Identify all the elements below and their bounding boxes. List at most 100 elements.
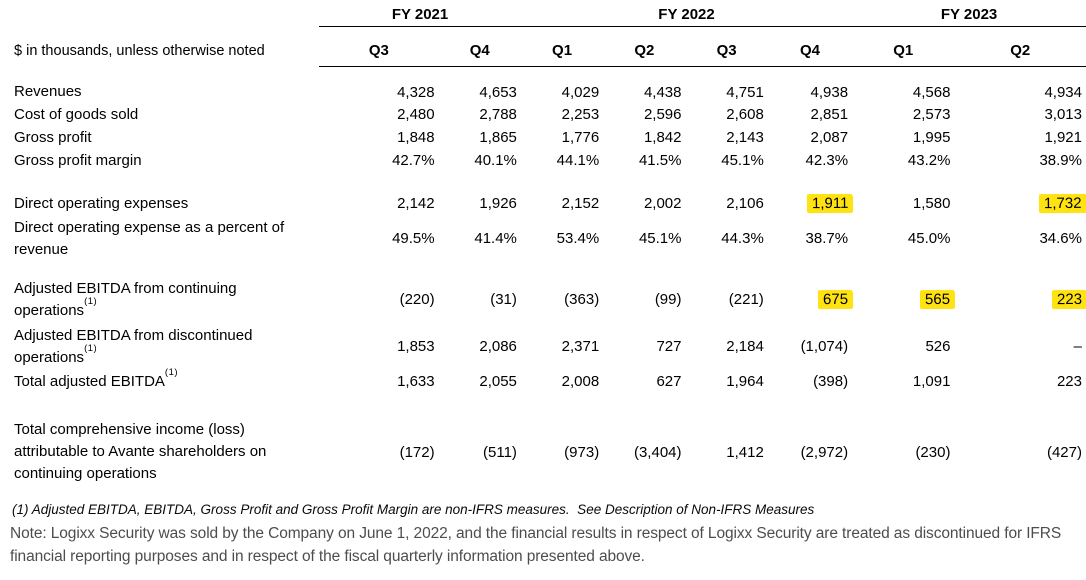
data-cell: 2,184 — [726, 338, 764, 355]
data-cell: (31) — [490, 291, 517, 308]
data-cell: 1,776 — [561, 129, 600, 146]
data-cell: (398) — [813, 373, 849, 390]
data-cell: (427) — [1046, 443, 1082, 461]
data-cell: 49.5% — [392, 230, 435, 247]
footnote-ref: (1) — [84, 342, 98, 354]
data-cell: 2,086 — [479, 338, 517, 355]
table-row: Cost of goods sold 2,480 2,788 2,253 2,596 2,… — [0, 103, 1086, 126]
footnote-1: (1) Adjusted EBITDA, EBITDA, Gross Profi… — [12, 502, 815, 517]
fy-2023-header: FY 2023 — [852, 2, 1086, 27]
data-cell: 1,633 — [397, 373, 435, 390]
data-cell: 4,029 — [561, 83, 600, 101]
row-label: Cost of goods sold — [14, 105, 139, 123]
data-cell: 42.7% — [392, 152, 435, 169]
table-row: Direct operating expense as a percent of… — [0, 215, 1086, 262]
row-label: Revenues — [14, 83, 82, 100]
data-cell: 2,851 — [810, 106, 849, 123]
data-cell: 1,732 — [954, 192, 1086, 215]
row-label: Direct operating expense as a percent of… — [14, 218, 285, 258]
data-cell: 53.4% — [556, 230, 600, 247]
footnote-ref: (1) — [164, 366, 179, 378]
table-row: Gross profit 1,848 1,865 1,776 1,842 2,143 2,0… — [0, 126, 1086, 149]
data-cell: 2,573 — [912, 106, 951, 123]
data-cell: 40.1% — [474, 152, 517, 169]
quarter-header: Q2 — [954, 26, 1086, 67]
highlighted-value: 1,732 — [1039, 193, 1086, 214]
data-cell: 45.1% — [638, 230, 682, 247]
data-cell: 38.7% — [805, 230, 849, 247]
data-cell: 1,412 — [726, 443, 764, 461]
data-cell: 565 — [852, 276, 956, 323]
data-cell: 34.6% — [1039, 230, 1082, 247]
table-row: Total adjusted EBITDA(1) 1,633 2,055 2,008 6… — [0, 366, 1086, 393]
highlighted-value: 1,911 — [806, 193, 854, 214]
highlighted-value: 223 — [1051, 289, 1086, 310]
data-cell: 4,328 — [397, 83, 435, 101]
data-cell: 526 — [925, 338, 951, 355]
data-cell: 1,911 — [768, 192, 854, 215]
fy-2021-header: FY 2021 — [319, 2, 521, 27]
data-cell: 2,596 — [643, 106, 682, 123]
quarter-header: Q3 — [685, 26, 768, 67]
data-cell: 627 — [656, 373, 682, 390]
data-cell: 2,002 — [643, 195, 682, 212]
data-cell: (363) — [564, 291, 600, 308]
section-spacer — [0, 172, 1086, 192]
row-label: Gross profit margin — [14, 151, 142, 169]
section-spacer — [0, 262, 1086, 276]
table-row: Gross profit margin 42.7% 40.1% 44.1% 41.5% 4… — [0, 149, 1086, 172]
data-cell: 1,926 — [479, 195, 517, 212]
highlighted-value: 565 — [920, 289, 956, 310]
data-cell: 2,055 — [479, 373, 517, 390]
data-cell: 1,865 — [479, 129, 517, 146]
data-cell: 1,853 — [397, 338, 435, 355]
quarter-header: Q4 — [767, 26, 853, 67]
corner-cell — [0, 2, 319, 26]
data-cell: 223 — [954, 276, 1086, 323]
data-cell: 41.4% — [474, 230, 517, 247]
data-cell: 1,842 — [643, 129, 682, 146]
data-cell: 4,438 — [643, 83, 682, 101]
data-cell: (3,404) — [633, 443, 682, 461]
data-cell: 1,964 — [726, 373, 764, 390]
fiscal-year-header-row: FY 2021 FY 2022 FY 2023 — [0, 2, 1086, 27]
data-cell: 2,142 — [397, 195, 435, 212]
quarter-header: Q1 — [520, 26, 604, 67]
row-label: Adjusted EBITDA from continuing operatio… — [14, 279, 237, 319]
data-cell: 1,580 — [912, 195, 951, 212]
data-cell: 1,091 — [912, 373, 951, 390]
row-label: Gross profit — [14, 128, 92, 146]
data-cell: 2,152 — [561, 195, 600, 212]
data-cell: 2,788 — [479, 106, 517, 123]
data-cell: (99) — [654, 291, 682, 308]
table-row: Revenues 4,328 4,653 4,029 4,438 4,751 4,938 4,… — [0, 66, 1086, 103]
data-cell: 44.1% — [556, 152, 600, 169]
data-cell: (511) — [483, 443, 517, 461]
data-cell: 2,143 — [726, 129, 764, 146]
data-cell: 4,934 — [1044, 83, 1082, 101]
data-cell: (221) — [728, 291, 764, 308]
data-cell: 42.3% — [805, 152, 849, 169]
table-row: Direct operating expenses 2,142 1,926 2,152… — [0, 192, 1086, 215]
data-cell: 45.1% — [721, 152, 764, 169]
quarter-header-row: $ in thousands, unless otherwise noted Q… — [0, 26, 1086, 67]
data-cell: 2,008 — [561, 373, 600, 390]
table-row: Total comprehensive income (loss) attrib… — [0, 418, 1086, 486]
highlighted-value: 675 — [817, 289, 854, 310]
data-cell: 3,013 — [1044, 106, 1082, 123]
data-cell: 2,608 — [726, 106, 764, 123]
data-cell: 45.0% — [907, 230, 951, 247]
data-cell: 2,087 — [810, 129, 849, 146]
data-cell: (172) — [399, 443, 435, 461]
fy-2022-header: FY 2022 — [520, 2, 853, 27]
section-spacer — [0, 393, 1086, 418]
data-cell: (220) — [399, 291, 435, 308]
table-row: Adjusted EBITDA from discontinued operat… — [0, 323, 1086, 370]
table-row: Adjusted EBITDA from continuing operatio… — [0, 276, 1086, 323]
data-cell: 4,653 — [479, 83, 517, 101]
data-cell: (2,972) — [800, 443, 849, 461]
units-note: $ in thousands, unless otherwise noted — [14, 43, 265, 59]
data-cell: (230) — [915, 443, 951, 461]
row-label: Adjusted EBITDA from discontinued operat… — [14, 326, 253, 366]
data-cell: 1,848 — [397, 129, 435, 146]
